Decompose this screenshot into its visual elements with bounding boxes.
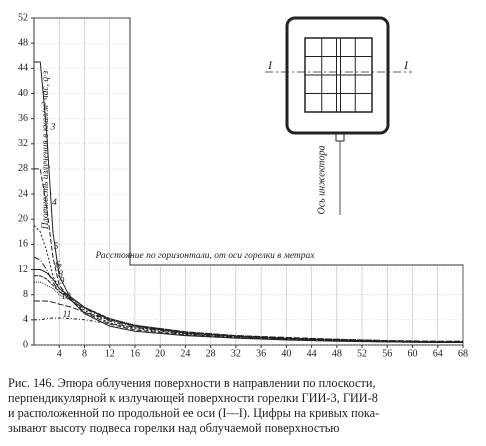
y-tick-label: 48 (18, 37, 28, 48)
y-tick-label: 24 (18, 188, 28, 199)
y-tick-label: 32 (18, 138, 28, 149)
x-axis-label: Расстояние по горизонтали, от оси горелк… (94, 251, 315, 261)
y-tick-label: 44 (18, 63, 28, 74)
window-grid (305, 38, 372, 112)
caption-line: перпендикулярной к излучающей поверхност… (8, 391, 378, 405)
caption-line: зывают высоту подвеса горелки над облуча… (8, 421, 340, 435)
series-label: 10 (61, 292, 71, 302)
plot-frame (33, 17, 464, 346)
chart: I I Ось инжектора Плотность излучения в … (18, 12, 468, 359)
x-tick-label: 52 (357, 348, 367, 359)
x-tick-label: 28 (206, 348, 216, 359)
x-tick-label: 68 (458, 348, 468, 359)
x-tick-label: 48 (332, 348, 342, 359)
x-tick-label: 16 (130, 348, 140, 359)
caption: Рис. 146. Эпюра облучения поверхности в … (8, 376, 484, 436)
series-label: 4 (52, 198, 57, 208)
y-tick-label: 12 (18, 264, 28, 275)
x-tick-label: 20 (155, 348, 165, 359)
series-label: 5 (54, 242, 59, 252)
series-line (34, 61, 463, 343)
y-tick-label: 52 (18, 12, 28, 23)
x-tick-label: 24 (180, 348, 190, 359)
y-tick-label: 4 (23, 314, 28, 325)
x-tick-label: 4 (57, 348, 62, 359)
section-label: I (267, 58, 273, 72)
y-tick-label: 16 (18, 239, 28, 250)
x-tick-label: 64 (433, 348, 443, 359)
burner-diagram (265, 16, 412, 215)
y-tick-label: 36 (18, 113, 28, 124)
x-tick-label: 12 (105, 348, 115, 359)
x-tick-label: 40 (281, 348, 291, 359)
y-tick-label: 20 (18, 214, 28, 225)
y-tick-label: 40 (18, 88, 28, 99)
series-label: 8 (58, 270, 63, 280)
caption-line: Рис. 146. Эпюра облучения поверхности в … (8, 376, 376, 390)
series-label: 11 (63, 310, 72, 320)
y-axis-label: Плотность излучения в ккал/м² час, q·з (41, 70, 51, 230)
series-line (33, 225, 463, 343)
series-line (34, 317, 463, 342)
caption-line: и расположенной по продольной ее оси (I—… (8, 406, 380, 420)
x-tick-label: 56 (382, 348, 392, 359)
x-tick-label: 36 (256, 348, 266, 359)
series-label: 9 (60, 276, 65, 286)
series-line (34, 275, 463, 343)
x-tick-label: 60 (408, 348, 418, 359)
series-line (34, 269, 463, 343)
y-tick-label: 0 (23, 339, 28, 350)
x-tick-label: 44 (307, 348, 317, 359)
series-label: 3 (50, 122, 56, 132)
x-tick-label: 8 (82, 348, 87, 359)
x-tick-label: 32 (231, 348, 241, 359)
series-label: 6 (55, 261, 60, 271)
series-line (34, 281, 463, 343)
series-label: 7 (57, 264, 63, 274)
axis-label-diagram: Ось инжектора (316, 145, 327, 214)
section-label: I (403, 58, 409, 72)
y-tick-label: 28 (18, 163, 28, 174)
y-tick-label: 8 (23, 289, 28, 300)
series-line (33, 256, 463, 343)
series-line (34, 300, 463, 342)
